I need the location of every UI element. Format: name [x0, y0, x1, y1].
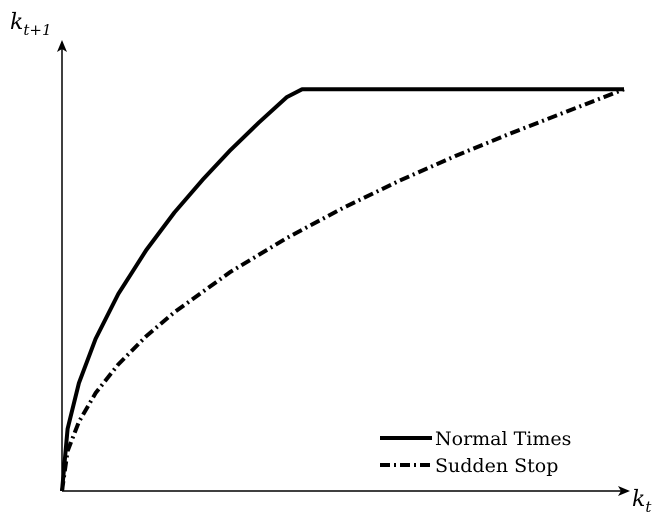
- legend-label-normal-times: Normal Times: [435, 428, 571, 450]
- series-layer: [60, 87, 625, 492]
- legend: Normal Times Sudden Stop: [380, 428, 571, 477]
- series-line-normal-times: [60, 87, 624, 492]
- x-axis-label: kt: [632, 487, 652, 516]
- y-axis-label: kt+1: [10, 10, 51, 39]
- legend-label-sudden-stop: Sudden Stop: [435, 455, 558, 477]
- series-line-sudden-stop: [60, 87, 625, 492]
